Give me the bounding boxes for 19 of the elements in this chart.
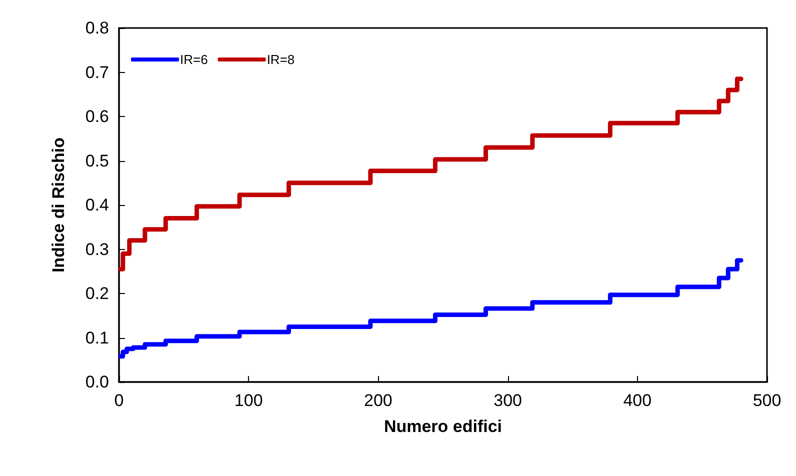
x-tick-label: 500 [752,391,782,410]
y-tick-label: 0.3 [85,240,109,259]
x-tick-label: 300 [494,391,522,410]
y-tick-label: 0.6 [85,107,109,126]
x-tick-label: 200 [364,391,392,410]
y-tick-label: 0.7 [85,62,109,82]
y-axis-title: Indice di Rischio [49,137,68,273]
legend-label: IR=8 [266,52,295,67]
y-tick-label: 0.5 [85,151,109,170]
y-tick-label: 0.8 [85,18,109,38]
y-tick-label: 0.1 [85,328,109,348]
x-tick-label: 0 [114,391,124,410]
y-tick-label: 0.0 [85,372,109,392]
y-tick-label: 0.4 [85,196,109,214]
x-axis-title: Numero edifici [384,417,502,436]
y-tick-label: 0.2 [85,284,109,303]
legend-label: IR=6 [180,52,208,67]
x-tick-label: 100 [234,391,263,410]
x-tick-label: 400 [623,391,652,410]
